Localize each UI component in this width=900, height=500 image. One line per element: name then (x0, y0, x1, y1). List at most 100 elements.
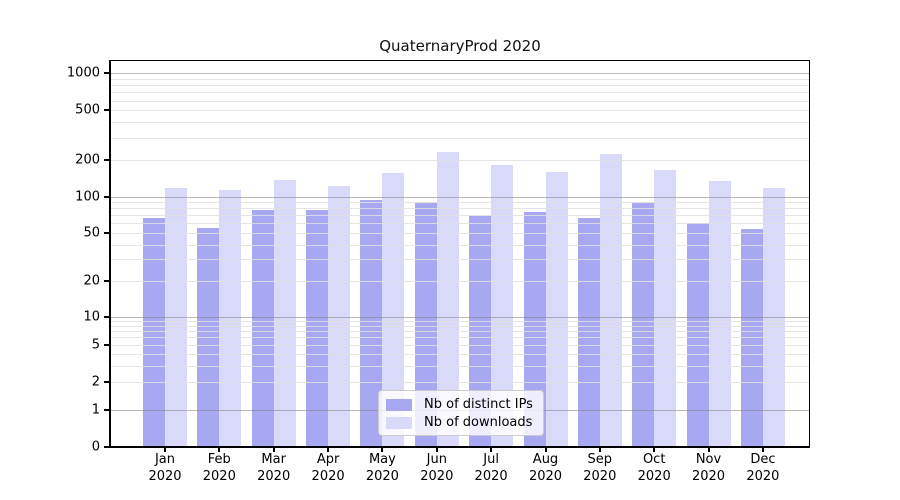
x-tick-label-line: 2020 (365, 468, 399, 484)
x-tick-mark-jun (435, 447, 438, 452)
bar-downloads-nov (708, 180, 731, 447)
x-tick-label-may: May 2020 (340, 452, 424, 485)
x-tick-label-line: 2020 (257, 468, 291, 484)
x-tick-label-sep: Sep 2020 (558, 452, 642, 485)
x-tick-label-line: 2020 (148, 468, 182, 484)
x-tick-mark-nov (707, 447, 710, 452)
bar-downloads-feb (219, 189, 242, 447)
x-tick-label-line: Apr (316, 452, 340, 467)
bar-downloads-jul (491, 165, 514, 447)
bar-downloads-oct (654, 169, 677, 447)
y-tick-label-1000: 1000 (66, 65, 100, 81)
x-tick-label-aug: Aug 2020 (504, 452, 588, 485)
y-tick-mark-200 (104, 158, 110, 161)
x-tick-label-line: Sep (587, 452, 613, 467)
bar-ips-sep (577, 218, 600, 447)
bar-downloads-dec (762, 188, 785, 447)
y-tick-label-1: 1 (91, 402, 100, 418)
x-tick-mark-jan (164, 447, 166, 452)
x-tick-label-line: 2020 (420, 468, 454, 484)
x-tick-label-line: Jun (426, 452, 447, 467)
bar-ips-apr (306, 209, 329, 447)
y-tick-mark-100 (104, 195, 110, 198)
x-tick-mark-feb (218, 447, 221, 452)
x-tick-label-mar: Mar 2020 (232, 452, 316, 485)
bar-downloads-aug (545, 172, 568, 447)
legend-item-downloads: Nb of downloads (386, 414, 535, 431)
bar-ips-mar (251, 209, 274, 447)
x-tick-label-line: Feb (207, 452, 231, 467)
y-tick-mark-500 (104, 109, 110, 112)
x-tick-mark-may (381, 447, 384, 452)
x-tick-label-line: Dec (750, 452, 776, 467)
bar-ips-may (360, 199, 383, 447)
x-tick-label-line: Nov (695, 452, 722, 467)
bar-ips-jun (414, 202, 437, 447)
y-tick-mark-5 (104, 343, 110, 346)
legend-swatch-downloads (386, 416, 412, 429)
legend-label-distinct-ips: Nb of distinct IPs (424, 397, 533, 412)
y-tick-label-10: 10 (83, 309, 100, 325)
bar-downloads-mar (273, 179, 296, 447)
bar-ips-oct (632, 203, 655, 447)
y-tick-mark-20 (104, 279, 110, 282)
spine-top (110, 60, 810, 61)
x-tick-label-apr: Apr 2020 (286, 452, 370, 485)
x-tick-mark-mar (272, 447, 275, 452)
x-tick-label-line: 2020 (528, 468, 563, 484)
x-tick-label-line: Aug (532, 452, 559, 467)
x-tick-mark-jul (490, 447, 493, 452)
y-tick-label-50: 50 (83, 225, 100, 241)
legend-swatch-distinct-ips (386, 398, 412, 411)
x-tick-label-jul: Jul 2020 (449, 452, 533, 485)
x-tick-label-line: Jan (154, 452, 176, 467)
spine-right (809, 60, 810, 447)
legend-label-downloads: Nb of downloads (424, 415, 533, 430)
x-tick-label-line: 2020 (474, 468, 508, 484)
x-tick-mark-oct (653, 447, 656, 452)
spine-bottom (110, 446, 810, 448)
y-tick-label-20: 20 (83, 273, 100, 289)
y-tick-label-5: 5 (91, 337, 100, 353)
y-tick-label-500: 500 (75, 102, 100, 118)
x-tick-mark-sep (598, 447, 601, 452)
x-tick-label-jun: Jun 2020 (395, 452, 479, 485)
bars-layer (110, 60, 810, 447)
y-tick-label-100: 100 (75, 189, 100, 205)
bar-downloads-apr (328, 186, 351, 447)
x-tick-label-line: 2020 (202, 468, 236, 484)
y-tick-mark-0 (104, 446, 110, 448)
y-tick-mark-2 (104, 380, 110, 383)
x-tick-mark-dec (761, 447, 764, 452)
x-tick-label-line: Oct (642, 452, 666, 467)
y-tick-mark-1000 (104, 72, 110, 75)
chart-title: QuaternaryProd 2020 (379, 37, 541, 55)
x-tick-label-oct: Oct 2020 (612, 452, 696, 485)
bar-ips-jan (143, 218, 165, 447)
y-tick-mark-50 (104, 231, 110, 234)
x-tick-label-line: 2020 (746, 468, 780, 484)
x-tick-mark-apr (327, 447, 330, 452)
x-tick-label-line: Jul (483, 452, 499, 467)
x-tick-label-nov: Nov 2020 (667, 452, 751, 485)
x-tick-label-feb: Feb 2020 (177, 452, 261, 485)
legend: Nb of distinct IPs Nb of downloads (378, 390, 544, 436)
x-tick-label-jan: Jan 2020 (123, 452, 207, 485)
x-tick-label-line: 2020 (583, 468, 617, 484)
plot-area (110, 60, 810, 447)
bar-ips-aug (523, 211, 546, 447)
x-tick-label-line: 2020 (637, 468, 671, 484)
x-tick-mark-aug (544, 447, 547, 452)
bar-ips-feb (197, 227, 220, 447)
bar-downloads-sep (599, 154, 622, 447)
x-tick-label-line: 2020 (691, 468, 726, 484)
y-tick-label-200: 200 (75, 152, 100, 168)
bar-downloads-jan (165, 188, 187, 447)
y-tick-mark-10 (104, 315, 110, 318)
x-tick-label-line: 2020 (311, 468, 345, 484)
x-tick-label-line: May (368, 452, 396, 467)
bar-downloads-may (382, 172, 405, 447)
y-tick-label-2: 2 (91, 374, 100, 390)
y-tick-label-0: 0 (91, 439, 100, 455)
